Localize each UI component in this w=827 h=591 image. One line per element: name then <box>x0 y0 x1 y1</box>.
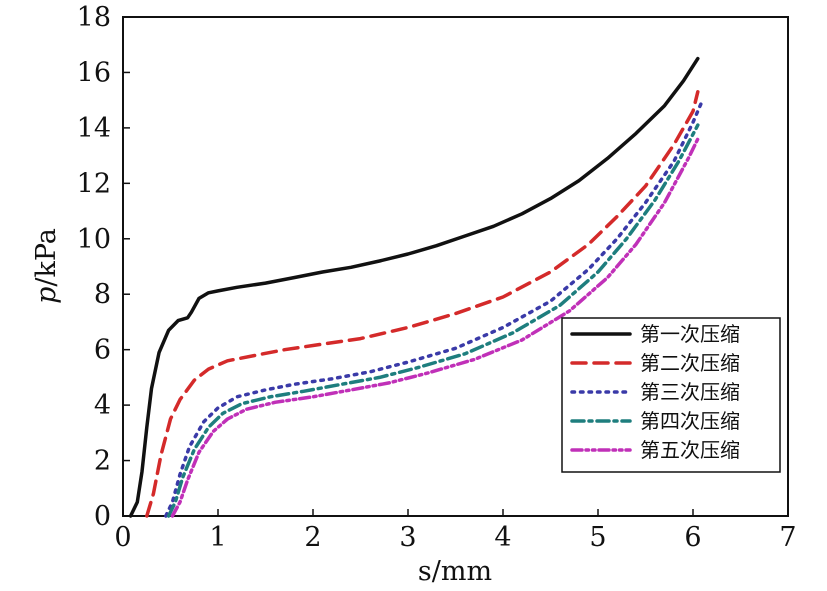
y-axis-label: p/kPa <box>31 228 62 304</box>
series-line-1 <box>128 56 700 518</box>
y-tick-label: 4 <box>94 390 111 421</box>
x-tick-label: 3 <box>399 522 416 553</box>
x-axis-label: s/mm <box>418 556 492 587</box>
y-tick-label: 0 <box>94 501 111 532</box>
legend-box <box>561 317 781 473</box>
legend-label-3: 第三次压缩 <box>640 380 740 404</box>
legend-label-5: 第五次压缩 <box>640 438 740 462</box>
plot-frame <box>122 16 789 517</box>
y-tick-label: 6 <box>94 335 111 366</box>
legend-label-1: 第一次压缩 <box>640 322 740 346</box>
legend-label-4: 第四次压缩 <box>640 409 740 433</box>
series-group <box>128 56 705 518</box>
x-tick-label: 5 <box>589 522 606 553</box>
y-axis-label-symbol: p <box>31 287 62 304</box>
y-tick-label: 18 <box>77 2 111 33</box>
y-tick-label: 2 <box>94 446 111 477</box>
x-tick-label: 0 <box>114 522 131 553</box>
y-tick-label: 10 <box>77 224 111 255</box>
y-tick-label: 8 <box>94 279 111 310</box>
x-tick-label: 7 <box>779 522 796 553</box>
y-tick-label: 14 <box>77 113 111 144</box>
x-tick-label: 1 <box>209 522 226 553</box>
x-tick-label: 6 <box>684 522 701 553</box>
legend-label-2: 第二次压缩 <box>640 351 740 375</box>
x-tick-label: 2 <box>304 522 321 553</box>
x-tick-label: 4 <box>494 522 511 553</box>
series-line-4 <box>166 123 700 518</box>
y-tick-label: 16 <box>77 57 111 88</box>
series-line-5 <box>170 137 700 518</box>
series-line-3 <box>164 98 705 518</box>
y-tick-label: 12 <box>77 168 111 199</box>
y-axis-label-unit: /kPa <box>31 228 62 287</box>
series-line-2 <box>145 90 700 518</box>
